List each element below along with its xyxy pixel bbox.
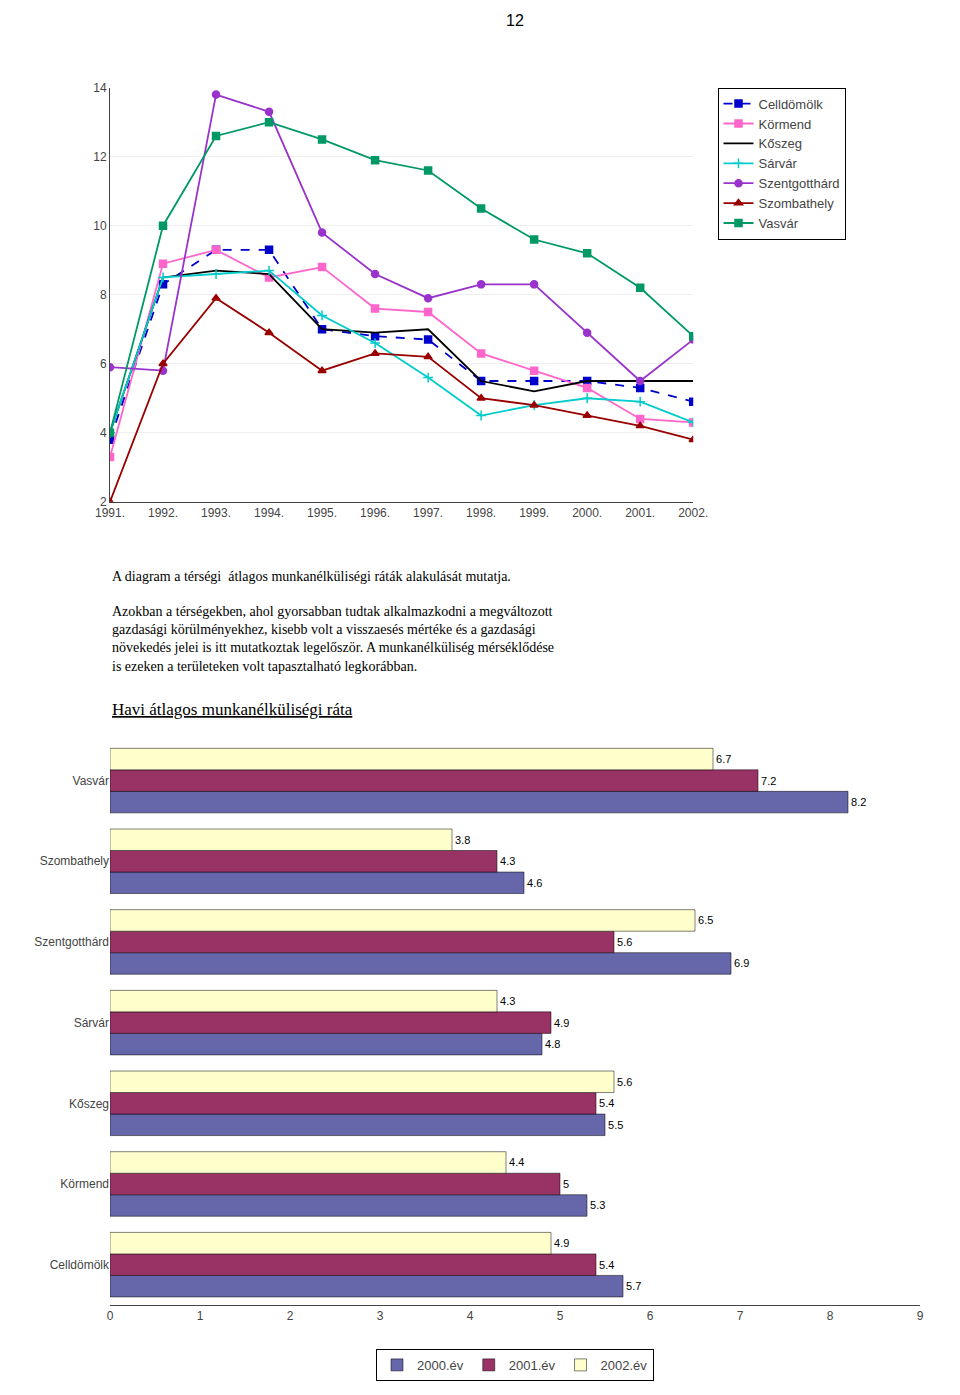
svg-text:14: 14 (93, 81, 107, 95)
svg-text:8.2: 8.2 (851, 796, 866, 808)
svg-text:8: 8 (100, 288, 107, 302)
svg-text:6.5: 6.5 (698, 914, 713, 926)
svg-text:6.7: 6.7 (716, 753, 731, 765)
svg-text:9: 9 (917, 1309, 924, 1323)
svg-text:4.4: 4.4 (509, 1156, 524, 1168)
svg-text:Celldömölk: Celldömölk (50, 1258, 110, 1272)
svg-text:2000.év: 2000.év (417, 1358, 464, 1373)
svg-text:Vasvár: Vasvár (73, 774, 109, 788)
svg-text:4: 4 (100, 426, 107, 440)
svg-text:1991.: 1991. (95, 506, 125, 520)
svg-text:6: 6 (647, 1309, 654, 1323)
svg-text:Kőszeg: Kőszeg (759, 136, 802, 151)
svg-text:6.9: 6.9 (734, 957, 749, 969)
svg-text:A diagram a térségi átlagos m: A diagram a térségi átlagos munkanélküli… (112, 569, 511, 584)
svg-text:Körmend: Körmend (759, 117, 812, 132)
svg-text:3: 3 (377, 1309, 384, 1323)
svg-text:Sárvár: Sárvár (759, 156, 798, 171)
svg-text:4.8: 4.8 (545, 1038, 560, 1050)
svg-text:4: 4 (467, 1309, 474, 1323)
svg-text:1997.: 1997. (413, 506, 443, 520)
svg-text:1994.: 1994. (254, 506, 284, 520)
svg-text:12: 12 (506, 12, 524, 29)
svg-text:2002.év: 2002.év (601, 1358, 648, 1373)
svg-text:5.5: 5.5 (608, 1119, 623, 1131)
svg-text:1992.: 1992. (148, 506, 178, 520)
svg-text:4.9: 4.9 (554, 1017, 569, 1029)
svg-text:5.4: 5.4 (599, 1097, 614, 1109)
svg-text:1993.: 1993. (201, 506, 231, 520)
svg-text:4.6: 4.6 (527, 877, 542, 889)
svg-text:12: 12 (93, 150, 107, 164)
svg-text:Celldömölk: Celldömölk (759, 97, 824, 112)
svg-text:5.3: 5.3 (590, 1199, 605, 1211)
svg-text:2: 2 (100, 495, 107, 509)
svg-text:2001.: 2001. (625, 506, 655, 520)
svg-text:5: 5 (557, 1309, 564, 1323)
svg-text:Szentgotthárd: Szentgotthárd (34, 935, 109, 949)
svg-text:4.9: 4.9 (554, 1237, 569, 1249)
svg-text:1: 1 (197, 1309, 204, 1323)
svg-text:5.4: 5.4 (599, 1259, 614, 1271)
svg-text:Kőszeg: Kőszeg (69, 1097, 109, 1111)
svg-text:Szombathely: Szombathely (40, 854, 109, 868)
svg-text:0: 0 (107, 1309, 114, 1323)
svg-text:6: 6 (100, 357, 107, 371)
svg-text:Szombathely: Szombathely (759, 196, 835, 211)
svg-text:1995.: 1995. (307, 506, 337, 520)
svg-text:Vasvár: Vasvár (759, 216, 799, 231)
svg-text:5.7: 5.7 (626, 1280, 641, 1292)
svg-text:5.6: 5.6 (617, 936, 632, 948)
svg-text:1998.: 1998. (466, 506, 496, 520)
svg-text:2002.: 2002. (678, 506, 708, 520)
svg-text:Körmend: Körmend (60, 1177, 109, 1191)
svg-text:2001.év: 2001.év (509, 1358, 556, 1373)
svg-text:Azokban a térségekben, ahol gy: Azokban a térségekben, ahol gyorsabban t… (112, 604, 554, 674)
svg-text:4.3: 4.3 (500, 995, 515, 1007)
svg-text:3.8: 3.8 (455, 834, 470, 846)
svg-text:10: 10 (93, 219, 107, 233)
svg-text:4.3: 4.3 (500, 855, 515, 867)
svg-text:Havi átlagos munkanélküliségi: Havi átlagos munkanélküliségi ráta (112, 700, 353, 719)
svg-text:5.6: 5.6 (617, 1076, 632, 1088)
svg-text:2000.: 2000. (572, 506, 602, 520)
svg-text:7.2: 7.2 (761, 775, 776, 787)
svg-text:Sárvár: Sárvár (74, 1016, 109, 1030)
svg-text:Szentgotthárd: Szentgotthárd (759, 176, 840, 191)
svg-text:7: 7 (737, 1309, 744, 1323)
svg-text:1999.: 1999. (519, 506, 549, 520)
svg-text:5: 5 (563, 1178, 569, 1190)
svg-text:2: 2 (287, 1309, 294, 1323)
svg-text:1996.: 1996. (360, 506, 390, 520)
svg-text:8: 8 (827, 1309, 834, 1323)
